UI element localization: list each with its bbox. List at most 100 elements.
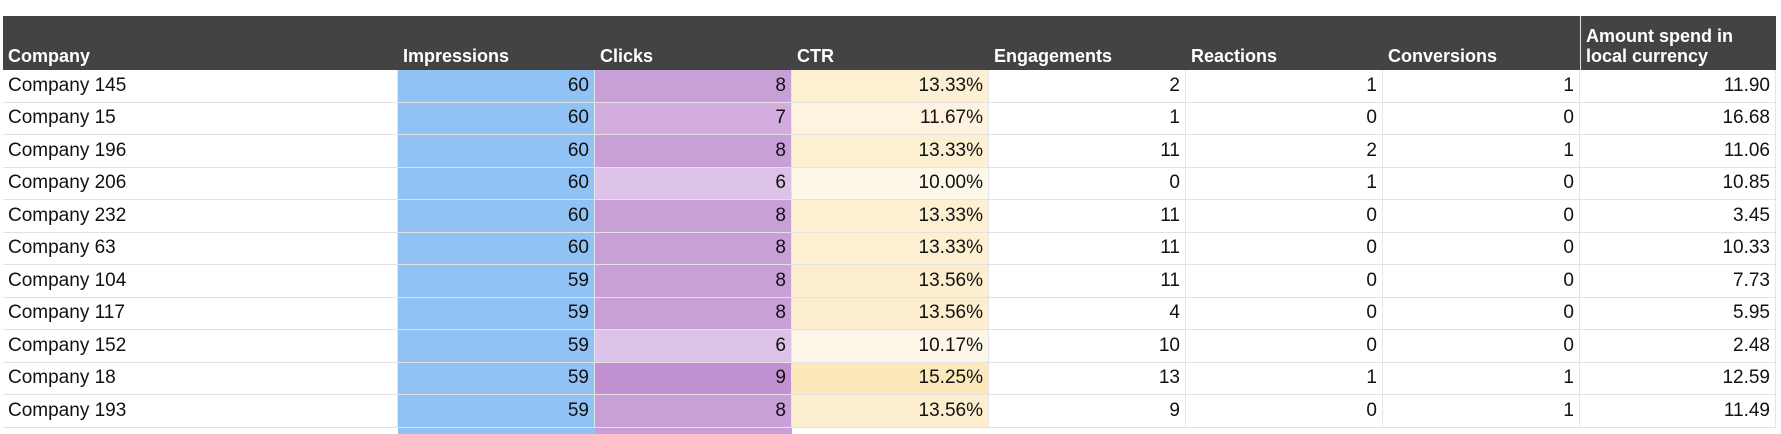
cell-company[interactable]: Company 206 (3, 167, 398, 199)
cell-amount[interactable]: 11.49 (1580, 395, 1776, 427)
cell-clicks[interactable]: 8 (595, 200, 792, 232)
cell-ctr[interactable]: 13.56% (792, 297, 989, 329)
header-conversions[interactable]: Conversions (1388, 46, 1498, 66)
cell-engagements[interactable]: 1 (989, 102, 1186, 134)
cell-conversions[interactable]: 1 (1383, 362, 1580, 394)
cell-impressions[interactable]: 59 (398, 395, 595, 427)
cell-clicks[interactable]: 8 (595, 135, 792, 167)
cell-conversions[interactable]: 0 (1383, 232, 1580, 264)
cell-ctr[interactable]: 11.67% (792, 102, 989, 134)
cell-impressions[interactable]: 60 (398, 200, 595, 232)
cell-amount[interactable]: 10.33 (1580, 232, 1776, 264)
cell-ctr[interactable]: 13.33% (792, 232, 989, 264)
cell-impressions[interactable]: 60 (398, 135, 595, 167)
cell-engagements[interactable]: 10 (989, 330, 1186, 362)
cell-reactions[interactable]: 1 (1186, 70, 1383, 102)
cell-amount[interactable]: 2.48 (1580, 330, 1776, 362)
header-amount-spend[interactable]: Amount spend in local currency (1580, 16, 1776, 70)
cell-company[interactable]: Company 145 (3, 70, 398, 102)
cell-company[interactable]: Company 196 (3, 135, 398, 167)
cell-clicks[interactable]: 8 (595, 265, 792, 297)
cell-impressions[interactable]: 59 (398, 362, 595, 394)
cell-impressions[interactable]: 59 (398, 265, 595, 297)
cell-clicks[interactable]: 8 (595, 70, 792, 102)
cell-company[interactable]: Company 193 (3, 395, 398, 427)
cell-company[interactable]: Company 63 (3, 232, 398, 264)
header-engagements[interactable]: Engagements (994, 46, 1113, 66)
table-row: Company 104 59 8 13.56% 11 0 0 7.73 (3, 265, 1776, 298)
cell-ctr[interactable]: 13.33% (792, 200, 989, 232)
cell-amount[interactable]: 5.95 (1580, 297, 1776, 329)
cell-clicks[interactable]: 7 (595, 102, 792, 134)
cell-ctr[interactable]: 10.17% (792, 330, 989, 362)
cell-clicks[interactable]: 6 (595, 167, 792, 199)
cell-amount[interactable]: 11.90 (1580, 70, 1776, 102)
cell-conversions[interactable]: 1 (1383, 135, 1580, 167)
header-clicks[interactable]: Clicks (600, 46, 654, 66)
cell-reactions[interactable]: 0 (1186, 395, 1383, 427)
cell-reactions[interactable]: 0 (1186, 265, 1383, 297)
cell-reactions[interactable]: 1 (1186, 167, 1383, 199)
cell-clicks[interactable]: 8 (595, 232, 792, 264)
cell-impressions[interactable]: 60 (398, 70, 595, 102)
cell-conversions[interactable]: 0 (1383, 330, 1580, 362)
cell-reactions[interactable]: 0 (1186, 200, 1383, 232)
cell-amount[interactable]: 7.73 (1580, 265, 1776, 297)
cell-impressions[interactable]: 59 (398, 297, 595, 329)
cell-amount[interactable]: 12.59 (1580, 362, 1776, 394)
cell-clicks[interactable]: 8 (595, 395, 792, 427)
cell-reactions[interactable]: 2 (1186, 135, 1383, 167)
cell-conversions[interactable]: 0 (1383, 167, 1580, 199)
cell-reactions[interactable]: 1 (1186, 362, 1383, 394)
cell-ctr[interactable]: 13.56% (792, 265, 989, 297)
cell-conversions[interactable]: 1 (1383, 70, 1580, 102)
cell-conversions[interactable]: 0 (1383, 200, 1580, 232)
cell-ctr[interactable]: 13.33% (792, 70, 989, 102)
cell-conversions[interactable]: 0 (1383, 265, 1580, 297)
partial-next-row (3, 427, 1776, 434)
header-reactions[interactable]: Reactions (1191, 46, 1278, 66)
cell-amount[interactable]: 16.68 (1580, 102, 1776, 134)
cell-engagements[interactable]: 2 (989, 70, 1186, 102)
cell-conversions[interactable]: 1 (1383, 395, 1580, 427)
cell-amount[interactable]: 3.45 (1580, 200, 1776, 232)
table-row: Company 15 60 7 11.67% 1 0 0 16.68 (3, 102, 1776, 135)
header-ctr[interactable]: CTR (797, 46, 834, 66)
cell-engagements[interactable]: 13 (989, 362, 1186, 394)
cell-company[interactable]: Company 152 (3, 330, 398, 362)
cell-reactions[interactable]: 0 (1186, 232, 1383, 264)
cell-company[interactable]: Company 104 (3, 265, 398, 297)
cell-engagements[interactable]: 11 (989, 232, 1186, 264)
cell-impressions[interactable]: 60 (398, 102, 595, 134)
header-impressions[interactable]: Impressions (403, 46, 510, 66)
cell-clicks[interactable]: 9 (595, 362, 792, 394)
cell-impressions[interactable]: 60 (398, 167, 595, 199)
cell-ctr[interactable]: 10.00% (792, 167, 989, 199)
cell-company[interactable]: Company 117 (3, 297, 398, 329)
cell-reactions[interactable]: 0 (1186, 102, 1383, 134)
cell-engagements[interactable]: 11 (989, 265, 1186, 297)
cell-reactions[interactable]: 0 (1186, 297, 1383, 329)
cell-conversions[interactable]: 0 (1383, 297, 1580, 329)
cell-ctr[interactable]: 13.56% (792, 395, 989, 427)
table-row: Company 18 59 9 15.25% 13 1 1 12.59 (3, 362, 1776, 395)
cell-engagements[interactable]: 0 (989, 167, 1186, 199)
cell-clicks[interactable]: 8 (595, 297, 792, 329)
cell-impressions[interactable]: 60 (398, 232, 595, 264)
cell-amount[interactable]: 11.06 (1580, 135, 1776, 167)
cell-impressions[interactable]: 59 (398, 330, 595, 362)
header-company[interactable]: Company (8, 46, 91, 66)
cell-reactions[interactable]: 0 (1186, 330, 1383, 362)
cell-conversions[interactable]: 0 (1383, 102, 1580, 134)
cell-engagements[interactable]: 11 (989, 135, 1186, 167)
cell-engagements[interactable]: 11 (989, 200, 1186, 232)
cell-clicks[interactable]: 6 (595, 330, 792, 362)
cell-company[interactable]: Company 15 (3, 102, 398, 134)
cell-engagements[interactable]: 4 (989, 297, 1186, 329)
cell-ctr[interactable]: 15.25% (792, 362, 989, 394)
cell-amount[interactable]: 10.85 (1580, 167, 1776, 199)
cell-company[interactable]: Company 232 (3, 200, 398, 232)
cell-company[interactable]: Company 18 (3, 362, 398, 394)
cell-ctr[interactable]: 13.33% (792, 135, 989, 167)
cell-engagements[interactable]: 9 (989, 395, 1186, 427)
